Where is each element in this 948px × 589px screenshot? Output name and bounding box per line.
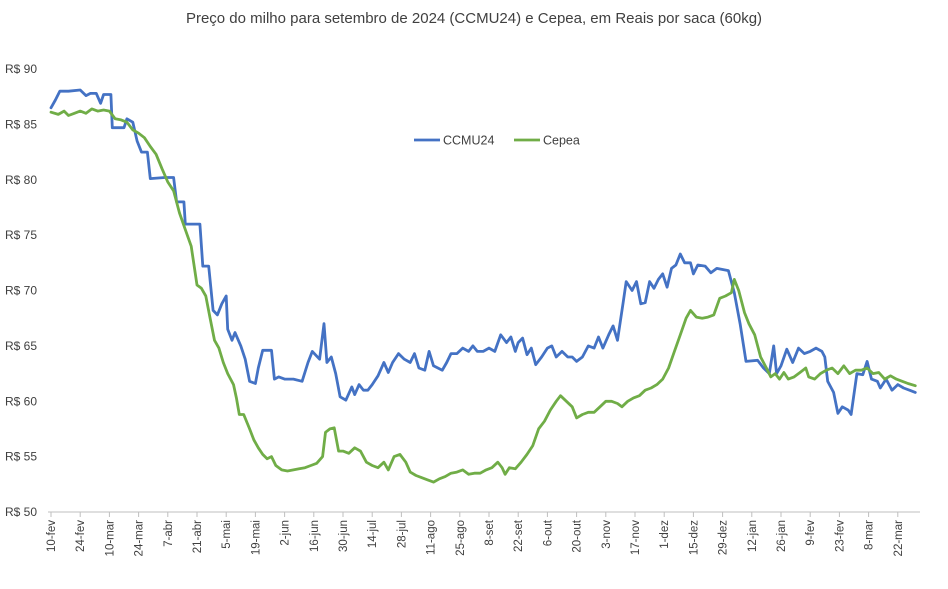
x-tick-label: 25-ago — [455, 520, 467, 556]
legend: CCMU24 Cepea — [414, 134, 580, 148]
x-tick-label: 9-fev — [805, 520, 817, 546]
x-tick-label: 23-fev — [834, 520, 846, 552]
x-tick-label: 30-jun — [338, 520, 350, 552]
x-tick-label: 15-dez — [688, 520, 700, 555]
x-tick-label: 1-dez — [659, 520, 671, 549]
x-tick-label: 29-dez — [718, 520, 730, 555]
x-tick-label: 21-abr — [192, 520, 204, 553]
x-tick-label: 17-nov — [630, 520, 642, 555]
series-line-ccmu24 — [49, 88, 917, 416]
x-tick-label: 10-mar — [104, 520, 116, 557]
y-tick-label: R$ 60 — [5, 394, 37, 408]
y-tick-label: R$ 55 — [5, 450, 37, 464]
x-tick-label: 5-mai — [221, 520, 233, 549]
y-tick-label: R$ 90 — [5, 62, 37, 76]
axes-layer: R$ 50 R$ 55 R$ 60 R$ 65 R$ 70 R$ 75 R$ 80 R$ 85… — [5, 62, 920, 556]
x-tick-label: 24-mar — [134, 520, 146, 557]
x-tick-label: 8-set — [484, 519, 496, 545]
y-tick-label: R$ 75 — [5, 228, 37, 242]
x-tick-label: 24-fev — [75, 520, 87, 552]
x-tick-label: 7-abr — [163, 520, 175, 547]
x-tick-label: 22-mar — [893, 520, 905, 557]
x-tick-label: 14-jul — [367, 520, 379, 548]
legend-label-cepea: Cepea — [543, 134, 580, 148]
y-tick-label: R$ 50 — [5, 505, 37, 519]
series-layer — [49, 88, 917, 484]
x-tick-label: 28-jul — [396, 520, 408, 548]
x-tick-label: 8-mar — [864, 520, 876, 550]
x-tick-label: 12-jan — [747, 520, 759, 552]
x-tick-label: 3-nov — [601, 520, 613, 549]
x-tick-label: 16-jun — [309, 520, 321, 552]
y-tick-label: R$ 70 — [5, 284, 37, 298]
x-tick-label: 11-ago — [426, 520, 438, 555]
series-line-cepea — [49, 107, 917, 484]
x-tick-label: 20-out — [572, 519, 584, 552]
x-tick-label: 6-out — [542, 519, 554, 546]
x-tick-label: 26-jan — [776, 520, 788, 552]
chart-title: Preço do milho para setembro de 2024 (CC… — [185, 10, 763, 27]
y-tick-label: R$ 65 — [5, 339, 37, 353]
x-tick-label: 2-jun — [280, 520, 292, 546]
x-tick-label: 22-set — [513, 519, 525, 552]
y-tick-label: R$ 80 — [5, 173, 37, 187]
legend-label-ccmu24: CCMU24 — [443, 134, 494, 148]
y-tick-label: R$ 85 — [5, 117, 37, 131]
x-tick-label: 10-fev — [46, 520, 58, 552]
x-tick-label: 19-mai — [250, 520, 262, 555]
